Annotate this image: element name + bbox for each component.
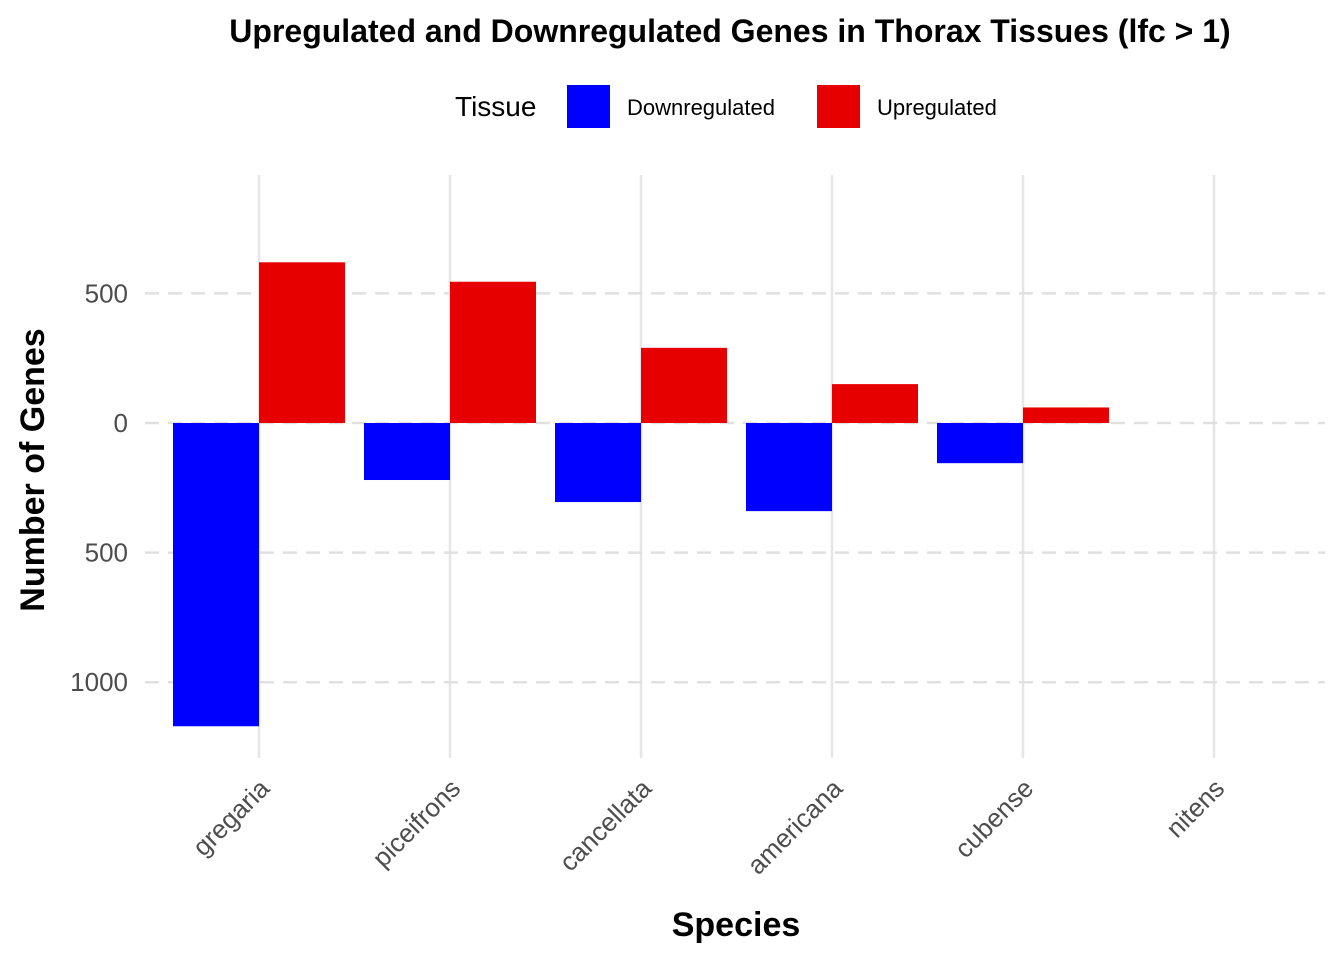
y-tick-label: 1000 [70, 667, 128, 697]
bar-upregulated-cubense [1023, 407, 1109, 423]
x-tick-label-nitens: nitens [1160, 773, 1230, 843]
y-axis-title: Number of Genes [14, 328, 52, 611]
x-axis-title: Species [672, 906, 801, 944]
x-tick-label-americana: americana [741, 773, 848, 880]
bar-upregulated-gregaria [259, 262, 345, 423]
bar-upregulated-cancellata [641, 347, 727, 423]
x-axis-ticks: gregaria piceifrons cancellata americana cub… [187, 773, 1231, 880]
bar-downregulated-americana [746, 423, 832, 512]
bar-downregulated-cubense [937, 423, 1023, 464]
x-tick-label-cancellata: cancellata [553, 773, 657, 877]
bar-downregulated-piceifrons [364, 423, 450, 481]
bar-downregulated-cancellata [555, 423, 641, 503]
bar-upregulated-americana [832, 384, 918, 423]
chart-title: Upregulated and Downregulated Genes in T… [229, 13, 1230, 49]
y-axis-ticks: 500 0 500 1000 [70, 278, 128, 697]
x-tick-label-gregaria: gregaria [187, 773, 276, 862]
x-tick-label-cubense: cubense [949, 773, 1040, 864]
bar-downregulated-gregaria [173, 423, 259, 727]
legend-swatch-downregulated [567, 85, 610, 128]
legend-title: Tissue [455, 91, 536, 122]
y-tick-label: 500 [85, 538, 128, 568]
y-tick-label: 500 [85, 278, 128, 308]
bars [173, 262, 1109, 727]
legend-swatch-upregulated [817, 85, 860, 128]
legend-label-upregulated: Upregulated [877, 95, 997, 120]
legend-label-downregulated: Downregulated [627, 95, 775, 120]
bar-upregulated-piceifrons [450, 281, 536, 423]
x-tick-label-piceifrons: piceifrons [366, 773, 466, 873]
legend: Tissue Downregulated Upregulated [455, 85, 997, 128]
y-tick-label: 0 [114, 408, 128, 438]
